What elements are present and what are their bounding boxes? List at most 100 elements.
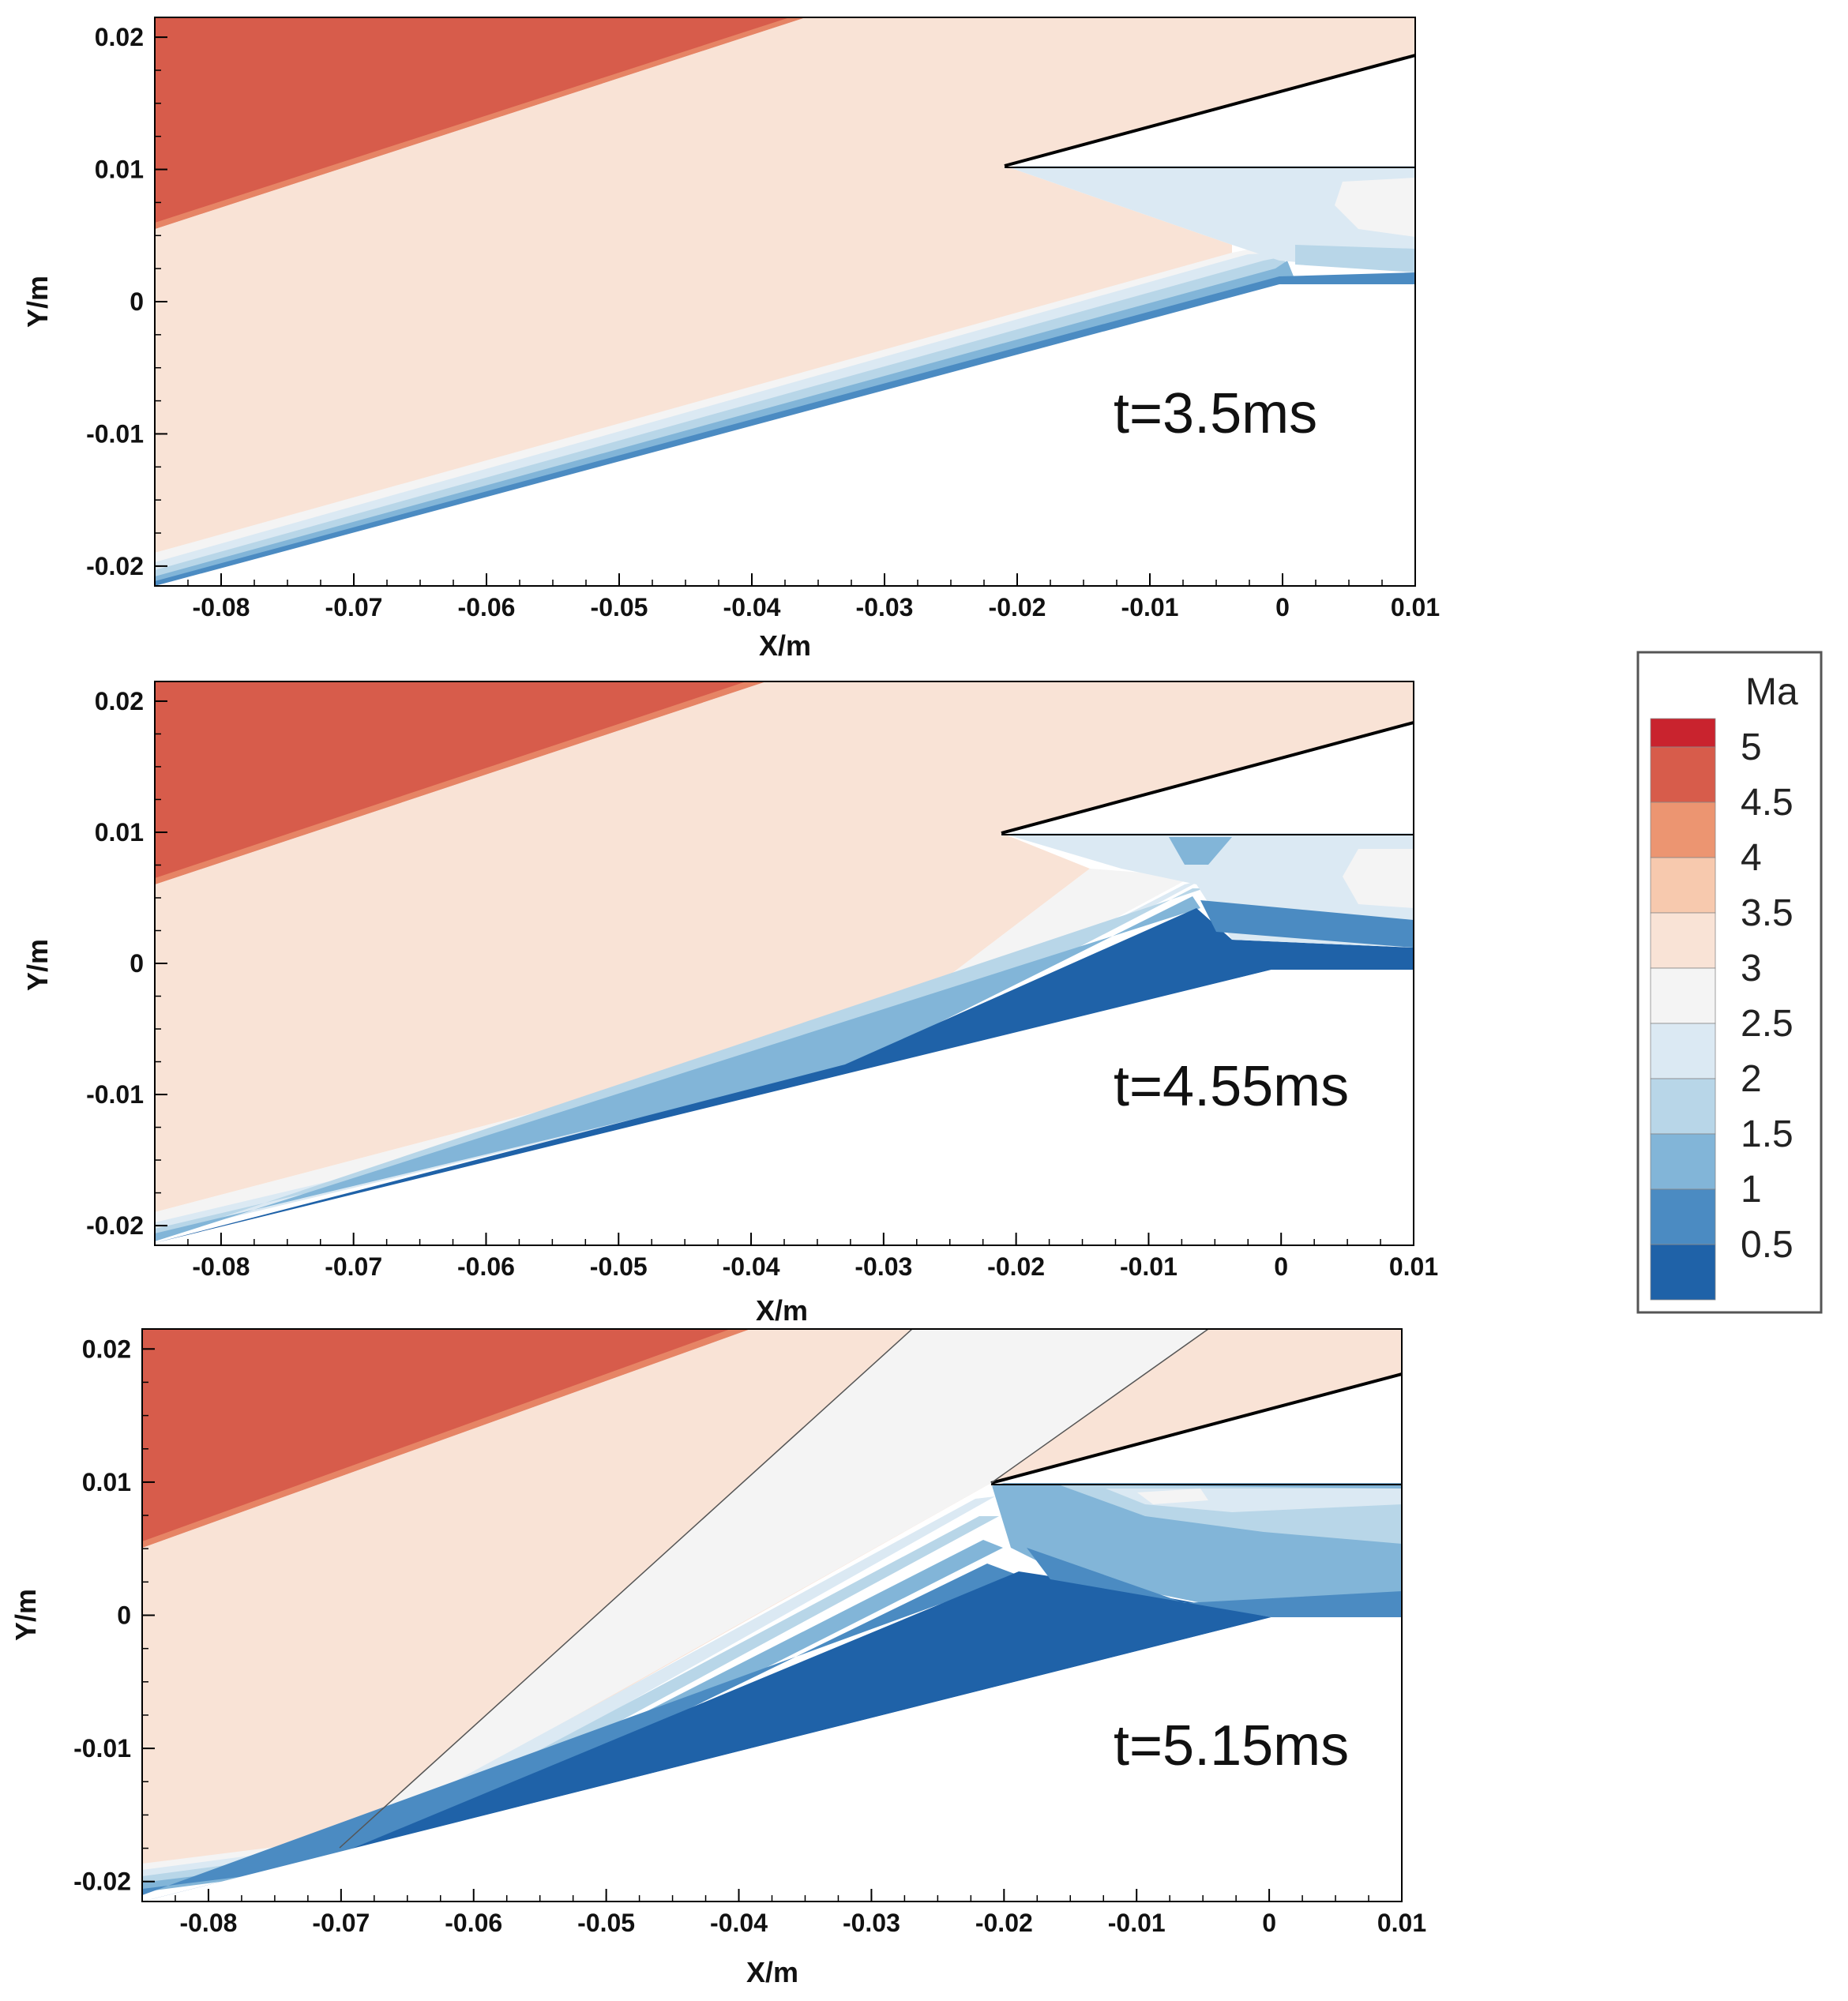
- region-inlet-ma15: [1169, 837, 1232, 865]
- x-tick-label: 0.01: [1377, 1909, 1426, 1937]
- x-tick-label: -0.04: [723, 1252, 780, 1281]
- x-tick-label: -0.03: [856, 593, 914, 621]
- cowl-edge: [1004, 54, 1415, 167]
- legend-swatch: [1650, 1188, 1716, 1245]
- x-tick-label: -0.06: [458, 593, 516, 621]
- x-tick-label: -0.03: [843, 1909, 900, 1937]
- time-label: t=4.55ms: [1114, 1055, 1349, 1118]
- x-tick-label: -0.07: [312, 1909, 370, 1937]
- panel-1: -0.08 -0.07 -0.06 -0.05 -0.04 -0.03 -0.02 -0.01…: [21, 17, 1440, 662]
- x-axis-title: X/m: [756, 1294, 808, 1327]
- region-ma45-band: [142, 1329, 750, 1548]
- region-ma15-band: [142, 1540, 1003, 1892]
- x-tick-label: -0.01: [1121, 593, 1179, 621]
- region-ma05: [142, 1571, 1402, 1902]
- y-tick-label: 0.01: [82, 1468, 131, 1496]
- x-tick-label: -0.06: [457, 1252, 515, 1281]
- y-tick-label: 0.02: [95, 687, 144, 715]
- legend-swatch: [1650, 1244, 1716, 1301]
- x-tick-label: -0.06: [445, 1909, 502, 1937]
- legend-label: 1: [1741, 1169, 1762, 1211]
- time-label: t=5.15ms: [1114, 1714, 1349, 1778]
- y-tick-label: -0.01: [86, 1080, 144, 1109]
- x-tick-label: -0.08: [179, 1909, 237, 1937]
- region-ma1-band: [142, 1564, 1019, 1895]
- y-tick-label: 0.02: [95, 23, 144, 51]
- y-tick-label: -0.01: [73, 1734, 131, 1763]
- region-inlet-ma25: [1335, 178, 1415, 237]
- x-tick-label: 0: [1262, 1909, 1276, 1937]
- y-tick-label: 0: [117, 1601, 131, 1630]
- legend-label: 5: [1741, 726, 1762, 768]
- legend-label: 2: [1741, 1058, 1762, 1100]
- region-inlet-ma1: [1200, 900, 1414, 948]
- y-tick-label: 0: [130, 287, 144, 316]
- legend: Ma 5 4.5 4 3.5 3 2.5 2 1.5 1 0.5: [1636, 651, 1823, 1314]
- region-inlet-ma1: [1027, 1548, 1402, 1617]
- x-tick-label: -0.01: [1120, 1252, 1178, 1281]
- time-label: t=3.5ms: [1114, 382, 1317, 445]
- axes: -0.08 -0.07 -0.06 -0.05 -0.04 -0.03 -0.02 -0.01…: [86, 687, 1438, 1281]
- x-tick-label: -0.03: [855, 1252, 912, 1281]
- legend-swatch: [1650, 912, 1716, 969]
- y-tick-label: 0.02: [82, 1335, 131, 1363]
- x-axis-title: X/m: [746, 1956, 798, 1988]
- ramp-body: [142, 1617, 1402, 1902]
- y-tick-label: -0.02: [86, 1211, 144, 1240]
- x-tick-label: 0.01: [1389, 1252, 1438, 1281]
- region-ma45-band: [155, 681, 766, 884]
- y-tick-label: -0.02: [73, 1868, 131, 1896]
- panel-2: -0.08 -0.07 -0.06 -0.05 -0.04 -0.03 -0.02 -0.01…: [21, 681, 1438, 1327]
- x-tick-label: -0.02: [987, 1252, 1045, 1281]
- region-inlet-ma15: [1295, 245, 1415, 272]
- region-ma2-band: [155, 888, 1204, 1240]
- axes: -0.08 -0.07 -0.06 -0.05 -0.04 -0.03 -0.02 -0.01…: [86, 23, 1440, 621]
- legend-label: 1.5: [1741, 1113, 1794, 1155]
- region-ma3-wedge: [340, 1329, 1208, 1848]
- y-tick-label: 0.01: [95, 156, 144, 184]
- x-tick-label: -0.05: [590, 1252, 648, 1281]
- region-ma35: [155, 17, 1415, 553]
- legend-label: 2.5: [1741, 1003, 1794, 1045]
- x-tick-label: -0.01: [1108, 1909, 1166, 1937]
- legend-label: 3: [1741, 948, 1762, 989]
- y-axis-title: Y/m: [9, 1589, 42, 1641]
- shock-line: [339, 1329, 913, 1849]
- shock-line: [990, 1329, 1209, 1484]
- legend-swatch: [1650, 746, 1716, 803]
- region-ma45-band: [155, 17, 806, 229]
- legend-label: 3.5: [1741, 892, 1794, 934]
- region-inlet-ma3-pocket: [1137, 1489, 1208, 1504]
- contour-regions: [155, 681, 1414, 1245]
- x-tick-label: -0.02: [975, 1909, 1033, 1937]
- y-axis-title: Y/m: [21, 939, 54, 991]
- legend-swatch: [1650, 967, 1716, 1024]
- ramp-body: [155, 970, 1414, 1245]
- x-tick-label: -0.07: [325, 593, 383, 621]
- y-tick-label: -0.02: [86, 552, 144, 580]
- legend-label: 4.5: [1741, 782, 1794, 824]
- region-ma05: [155, 908, 1414, 1243]
- region-ma35: [155, 681, 1414, 1212]
- legend-swatch: [1650, 1023, 1716, 1079]
- cowl-edge: [990, 1372, 1402, 1485]
- y-tick-label: -0.01: [86, 419, 144, 448]
- contour-regions: [142, 1329, 1402, 1902]
- x-tick-label: -0.08: [192, 1252, 250, 1281]
- legend-swatch: [1650, 857, 1716, 914]
- x-tick-label: -0.02: [989, 593, 1046, 621]
- region-inlet-ma25: [1343, 849, 1414, 908]
- legend-swatch: [1650, 802, 1716, 858]
- x-tick-label: -0.05: [577, 1909, 635, 1937]
- x-tick-label: -0.07: [325, 1252, 382, 1281]
- ramp-body: [155, 284, 1415, 586]
- axes: -0.08 -0.07 -0.06 -0.05 -0.04 -0.03 -0.02 -0.01…: [73, 1335, 1426, 1937]
- x-tick-label: 0.01: [1391, 593, 1440, 621]
- x-axis-title: X/m: [759, 629, 811, 662]
- region-ma25-band: [155, 880, 1200, 1236]
- panel-3: -0.08 -0.07 -0.06 -0.05 -0.04 -0.03 -0.02 -0.01…: [9, 1328, 1426, 1988]
- region-ma25-band: [142, 1496, 995, 1883]
- legend-label: 4: [1741, 837, 1762, 879]
- contour-regions: [155, 17, 1415, 586]
- region-ma2-band: [142, 1516, 999, 1887]
